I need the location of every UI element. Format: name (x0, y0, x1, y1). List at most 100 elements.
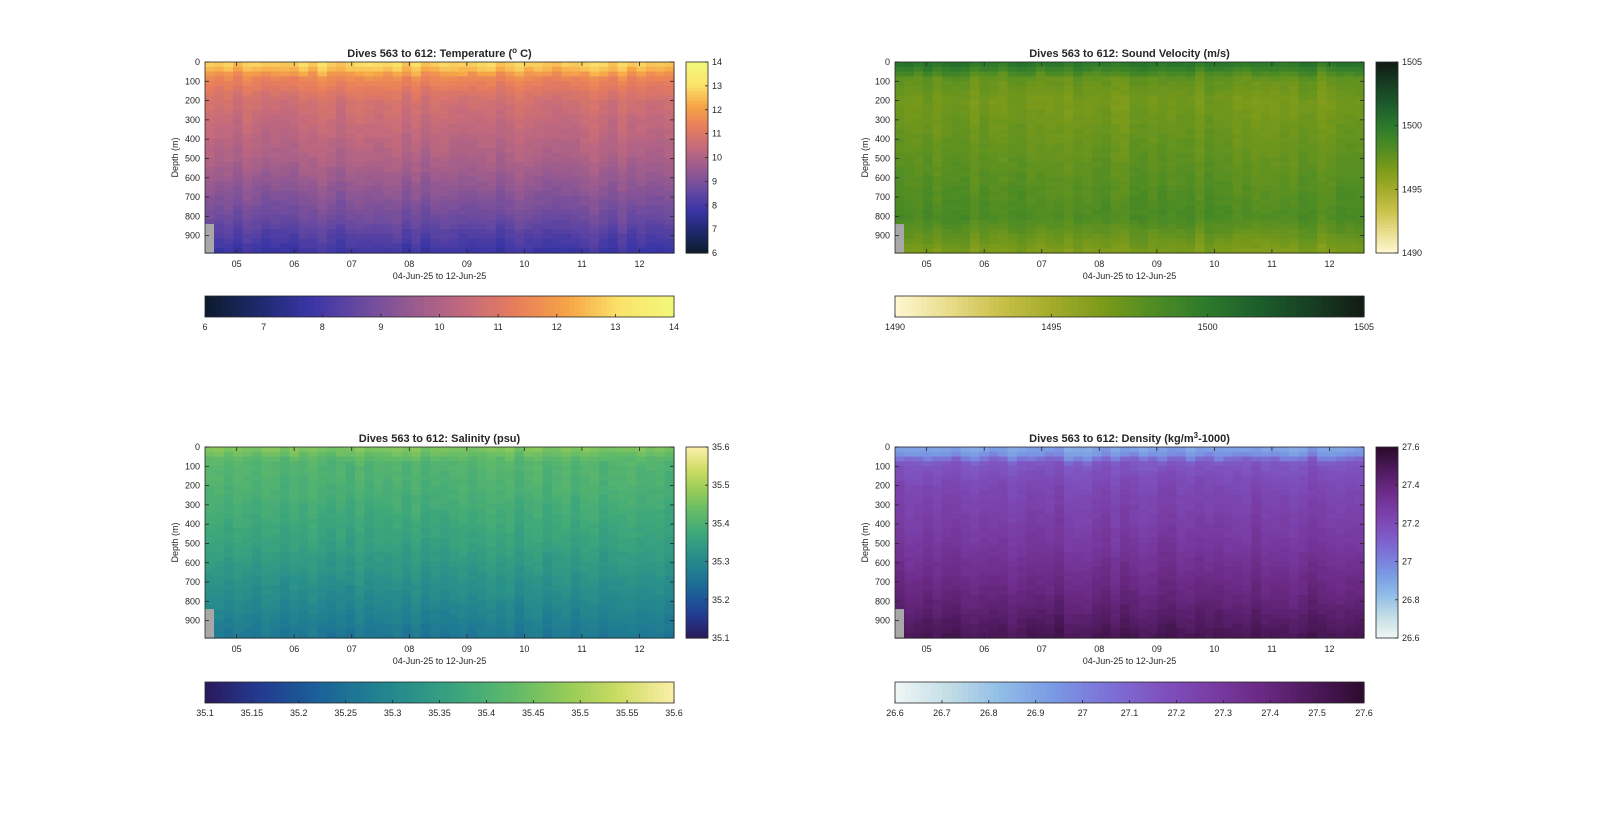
sound-velocity-cell (951, 200, 962, 206)
temperature-cell (355, 81, 366, 87)
temperature-cell (270, 124, 281, 130)
temperature-cell (598, 205, 609, 211)
temperature-cell (242, 90, 253, 97)
sound-velocity-cell (1288, 119, 1299, 125)
temperature-cell (420, 205, 431, 211)
temperature-cell (401, 238, 412, 245)
salinity-cell (223, 556, 234, 563)
sound-velocity-cell (1298, 104, 1309, 111)
sound-velocity-cell (1045, 248, 1056, 254)
temperature-cell (636, 181, 647, 187)
sound-velocity-cell (1242, 109, 1253, 116)
temperature-cell (251, 243, 262, 249)
sound-velocity-cell (1270, 124, 1281, 130)
sound-velocity-cell (1016, 114, 1027, 120)
temperature-cell (486, 190, 497, 197)
temperature-colorbar-segment (637, 296, 644, 317)
temperature-cell (392, 243, 403, 249)
sound-velocity-cell (988, 229, 999, 235)
temperature-colorbar-segment (220, 296, 227, 317)
temperature-cell (280, 171, 291, 178)
sound-velocity-cell (932, 214, 943, 221)
sound-velocity-cell (932, 95, 943, 101)
sound-velocity-cell (1091, 114, 1102, 120)
salinity-cell (270, 489, 281, 496)
sound-velocity-cell (1317, 200, 1328, 206)
temperature-cell (533, 190, 544, 197)
sound-velocity-cell (1101, 190, 1112, 197)
temperature-cell (617, 176, 628, 182)
sound-velocity-cell (923, 119, 934, 125)
sound-velocity-colorbar-segment (1306, 296, 1313, 317)
sound-velocity-colorbar-segment (1150, 296, 1157, 317)
sound-velocity-cell (1148, 109, 1159, 116)
sound-velocity-cell (979, 167, 990, 173)
salinity-cell (233, 537, 244, 544)
salinity-cell (308, 537, 319, 544)
sound-velocity-cell (1157, 171, 1168, 178)
temperature-cell (261, 214, 272, 221)
sound-velocity-cell (913, 176, 924, 182)
salinity-cell (280, 504, 291, 510)
sound-velocity-cell (1223, 95, 1234, 101)
temperature-cell (439, 147, 450, 154)
temperature-cell (617, 143, 628, 149)
salinity-cell (298, 599, 309, 606)
sound-velocity-cell (1204, 200, 1215, 206)
sound-velocity-cell (1335, 162, 1346, 168)
temperature-cell (280, 176, 291, 182)
temperature-cell (580, 186, 591, 192)
sound-velocity-cell (1054, 243, 1065, 249)
sound-velocity-cell (1345, 233, 1356, 240)
temperature-cell (570, 90, 581, 97)
sound-velocity-cell (1110, 171, 1121, 178)
salinity-cell (270, 604, 281, 610)
sound-velocity-cell (1157, 190, 1168, 197)
sound-velocity-cell (1307, 100, 1318, 106)
sound-velocity-cell (1176, 205, 1187, 211)
temperature-cell (439, 171, 450, 178)
temperature-cell (627, 186, 638, 192)
sound-velocity-cell (1354, 195, 1365, 202)
salinity-cell (242, 623, 253, 630)
sound-velocity-cell (1016, 76, 1027, 82)
salinity-cell (298, 547, 309, 553)
temperature-colorbar-segment (686, 211, 708, 216)
sound-velocity-colorbar-segment (1376, 208, 1398, 213)
salinity-cell (214, 609, 225, 615)
salinity-cell (298, 485, 309, 491)
temperature-cell (505, 229, 516, 235)
temperature-cell (355, 104, 366, 111)
temperature-cell (308, 124, 319, 130)
sound-velocity-cell (1195, 76, 1206, 82)
temperature-cell (542, 162, 553, 168)
salinity-cell (270, 552, 281, 558)
temperature-cell (373, 114, 384, 120)
sound-velocity-cell (951, 157, 962, 163)
temperature-cell (580, 238, 591, 245)
sound-velocity-cell (904, 109, 915, 116)
sound-velocity-cell (1101, 186, 1112, 192)
sound-velocity-colorbar-segment (957, 296, 964, 317)
temperature-cell (336, 90, 347, 97)
temperature-cell (448, 157, 459, 163)
temperature-colorbar-segment (686, 227, 708, 232)
salinity-cell (242, 604, 253, 610)
sound-velocity-cell (1260, 238, 1271, 245)
sound-velocity-cell (1279, 138, 1290, 144)
sound-velocity-cell (1138, 205, 1149, 211)
temperature-cell (486, 229, 497, 235)
salinity-cell (214, 604, 225, 610)
temperature-cell (411, 243, 422, 249)
sound-velocity-cell (951, 238, 962, 245)
sound-velocity-cell (1223, 147, 1234, 154)
sound-velocity-cell (970, 66, 981, 73)
temperature-cell (505, 90, 516, 97)
temperature-cell (598, 76, 609, 82)
sound-velocity-cell (1026, 138, 1037, 144)
sound-velocity-cell (988, 71, 999, 77)
sound-velocity-cell (1195, 100, 1206, 106)
sound-velocity-cell (895, 90, 905, 97)
sound-velocity-cell (1073, 233, 1084, 240)
temperature-cell (383, 224, 394, 230)
